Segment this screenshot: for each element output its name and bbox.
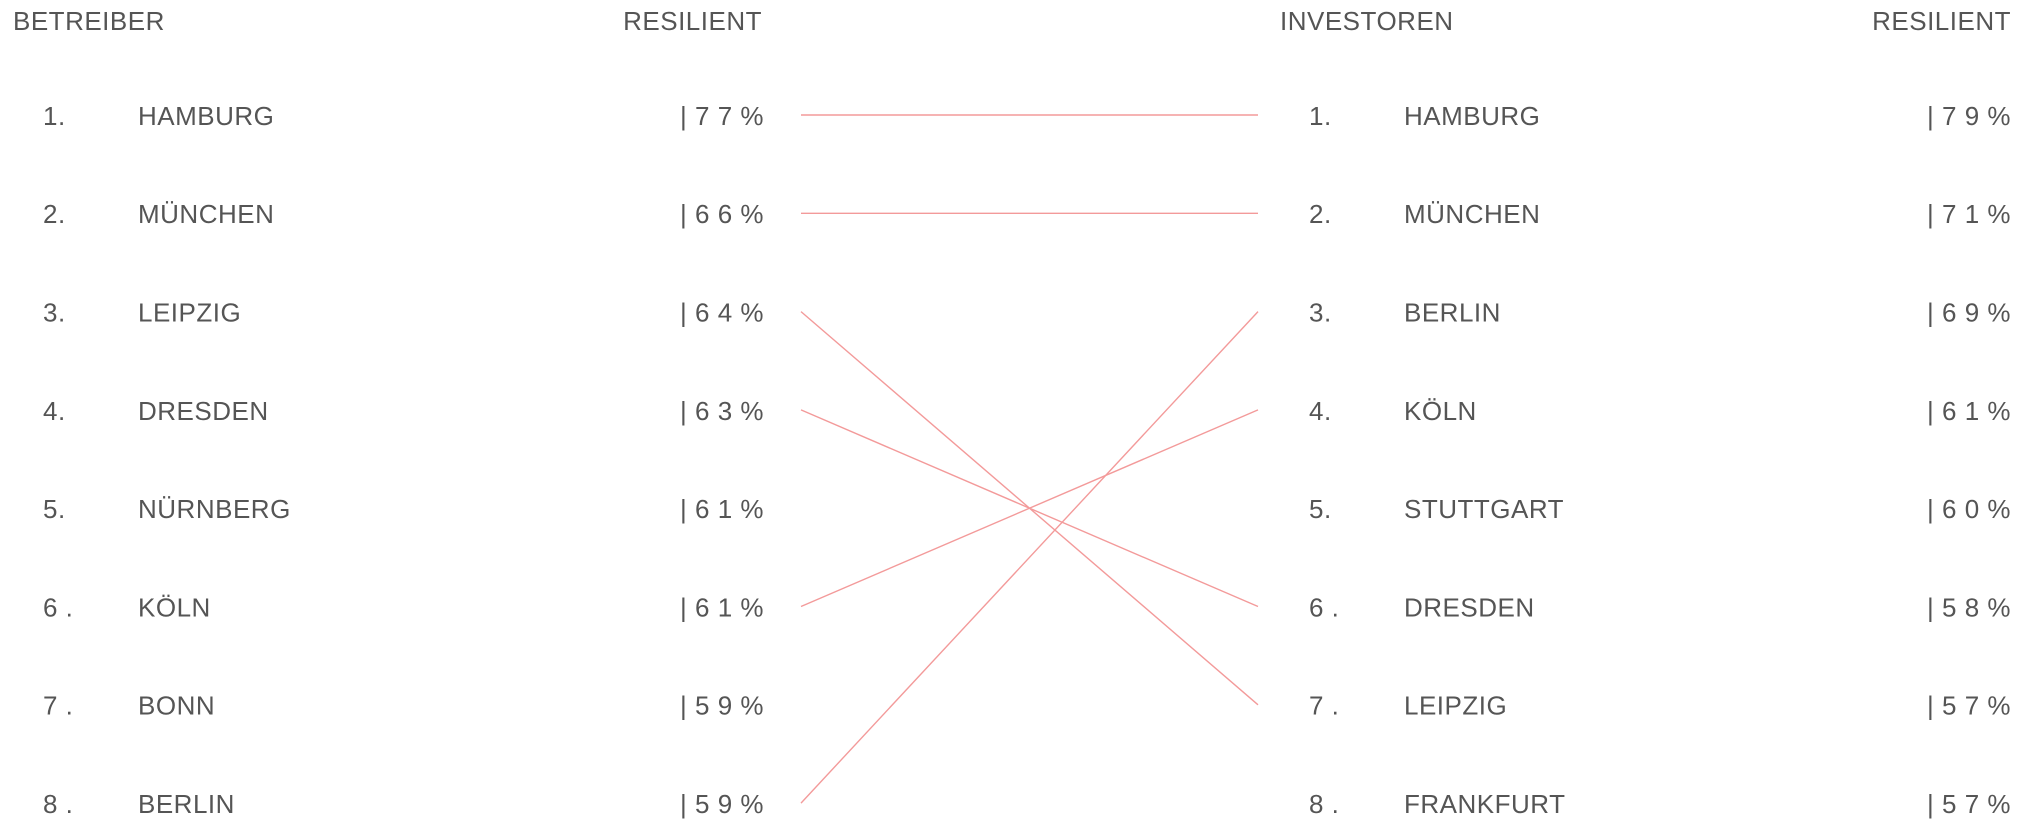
city: BERLIN [138, 789, 235, 819]
resilience-value: | 5 9 % [680, 789, 764, 819]
rank-connector [800, 409, 1259, 608]
rank: 8 . [43, 789, 73, 819]
city: KÖLN [1404, 396, 1477, 426]
resilience-value: | 6 3 % [680, 396, 764, 426]
city: LEIPZIG [138, 297, 241, 327]
rank: 7 . [1309, 691, 1339, 721]
rank: 8 . [1309, 789, 1339, 819]
rank: 2. [1309, 199, 1332, 229]
resilience-value: | 6 4 % [680, 297, 764, 327]
resilience-value: | 7 9 % [1927, 101, 2011, 131]
rank: 4. [43, 396, 66, 426]
rank: 6 . [43, 592, 73, 622]
city: FRANKFURT [1404, 789, 1565, 819]
rank-connector [800, 311, 1259, 804]
rank: 1. [1309, 101, 1332, 131]
rank: 7 . [43, 691, 73, 721]
city: DRESDEN [138, 396, 269, 426]
resilience-value: | 5 8 % [1927, 592, 2011, 622]
resilience-value: | 5 9 % [680, 691, 764, 721]
city: HAMBURG [1404, 101, 1540, 131]
rank: 6 . [1309, 592, 1339, 622]
city: KÖLN [138, 592, 211, 622]
rank: 5. [1309, 494, 1332, 524]
city: HAMBURG [138, 101, 274, 131]
resilience-value: | 5 7 % [1927, 789, 2011, 819]
left-value-header: RESILIENT [623, 6, 762, 36]
resilience-value: | 5 7 % [1927, 691, 2011, 721]
rank: 5. [43, 494, 66, 524]
city: MÜNCHEN [138, 199, 274, 229]
city: MÜNCHEN [1404, 199, 1540, 229]
left-header: BETREIBER [13, 6, 165, 36]
resilience-value: | 7 1 % [1927, 199, 2011, 229]
city: BONN [138, 691, 215, 721]
rank: 3. [43, 297, 66, 327]
city: BERLIN [1404, 297, 1501, 327]
right-value-header: RESILIENT [1872, 6, 2011, 36]
rank: 3. [1309, 297, 1332, 327]
city: STUTTGART [1404, 494, 1564, 524]
city: NÜRNBERG [138, 494, 291, 524]
resilience-value: | 6 9 % [1927, 297, 2011, 327]
resilience-value: | 6 0 % [1927, 494, 2011, 524]
rank: 2. [43, 199, 66, 229]
resilience-value: | 6 1 % [680, 592, 764, 622]
resilience-value: | 7 7 % [680, 101, 764, 131]
resilience-value: | 6 1 % [680, 494, 764, 524]
city: DRESDEN [1404, 592, 1535, 622]
resilience-value: | 6 6 % [680, 199, 764, 229]
rank: 4. [1309, 396, 1332, 426]
rank: 1. [43, 101, 66, 131]
city: LEIPZIG [1404, 691, 1507, 721]
resilience-value: | 6 1 % [1927, 396, 2011, 426]
right-header: INVESTOREN [1280, 6, 1454, 36]
